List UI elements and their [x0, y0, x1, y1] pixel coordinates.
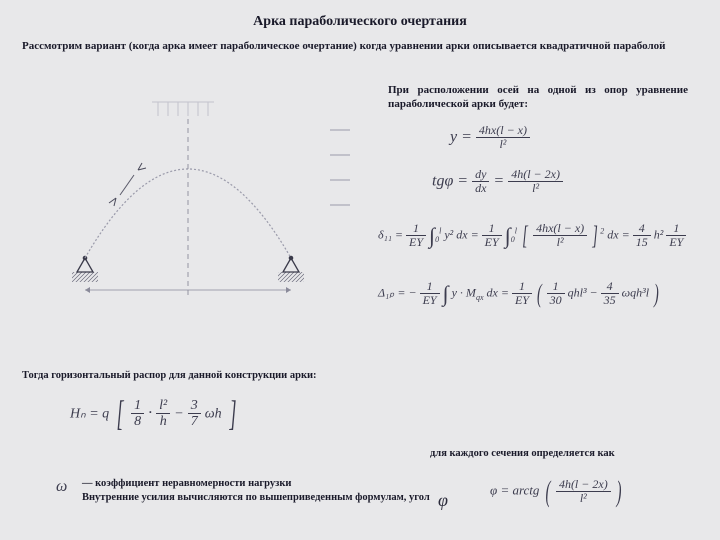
right-mid-text: для каждого сечения определяется как [430, 448, 615, 459]
eq-H: Hₙ = q [ 18 · l²h − 37 ωh ] [70, 398, 240, 430]
inner-forces-text: Внутренние усилия вычисляются по вышепри… [82, 492, 430, 503]
arch-diagram [30, 100, 360, 300]
omega-note-text: — коэффициент неравномерности нагрузки [82, 478, 291, 489]
middle-text: Тогда горизонтальный распор для данной к… [22, 370, 317, 381]
page-title: Арка параболического очертания [22, 14, 698, 30]
intro-paragraph: Рассмотрим вариант (когда арка имеет пар… [22, 40, 698, 54]
right-note: При расположении осей на одной из опор у… [388, 84, 688, 112]
eq-y: y = 4hx(l − x)l² [450, 124, 530, 151]
eq-tgphi: tgφ = dydx = 4h(l − 2x)l² [432, 168, 563, 195]
eq-delta11: δ₁₁ = 1EY ∫0l y² dx = 1EY ∫0l [ 4hx(l − … [378, 222, 686, 249]
eq-phi: φ = arctg ( 4h(l − 2x)l² ) [490, 478, 624, 505]
phi-symbol: φ [438, 490, 448, 511]
omega-symbol: ω [56, 478, 67, 496]
eq-delta1p: Δ₁ₚ = − 1EY ∫ y · Mqx dx = 1EY ( 130 qhl… [378, 280, 661, 307]
